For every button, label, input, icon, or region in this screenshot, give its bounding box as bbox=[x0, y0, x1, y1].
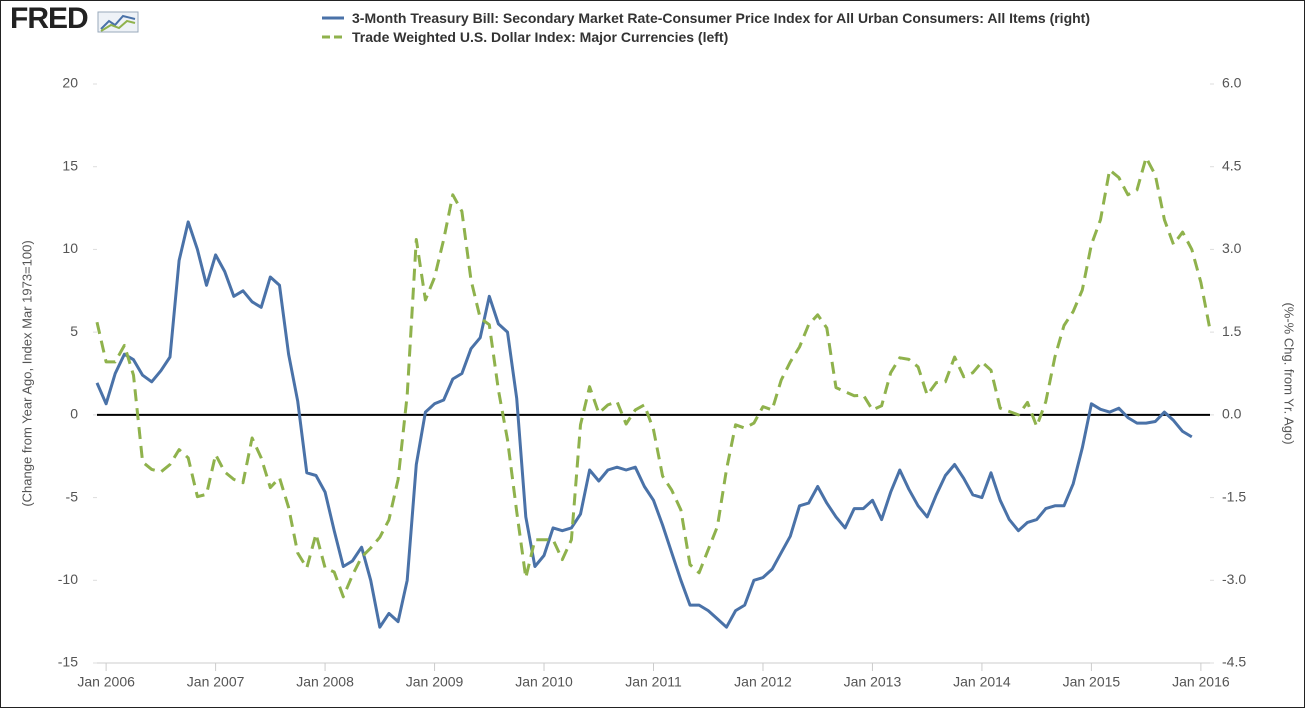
legend-symbol bbox=[322, 35, 344, 39]
x-tick-label: Jan 2016 bbox=[1172, 674, 1230, 690]
y-tick-label: -15 bbox=[58, 654, 78, 670]
legend-item: Trade Weighted U.S. Dollar Index: Major … bbox=[322, 29, 1172, 46]
y-tick-label: 0 bbox=[70, 406, 78, 422]
x-tick-label: Jan 2015 bbox=[1063, 674, 1121, 690]
x-tick-label: Jan 2011 bbox=[625, 674, 682, 690]
legend-symbol bbox=[322, 16, 344, 20]
x-tick-label: Jan 2013 bbox=[844, 674, 902, 690]
y2-tick-label: 3.0 bbox=[1222, 240, 1242, 256]
brand-icon bbox=[97, 11, 139, 33]
y2-tick-label: -1.5 bbox=[1222, 488, 1246, 504]
y2-tick-label: 0.0 bbox=[1222, 406, 1242, 422]
x-tick-label: Jan 2008 bbox=[296, 674, 354, 690]
y2-tick-label: -3.0 bbox=[1222, 571, 1246, 587]
brand-logo: FRED bbox=[10, 2, 89, 35]
legend-label: Trade Weighted U.S. Dollar Index: Major … bbox=[352, 29, 729, 45]
x-tick-label: Jan 2010 bbox=[515, 674, 573, 690]
y-tick-label: 15 bbox=[62, 157, 78, 173]
x-tick-label: Jan 2006 bbox=[77, 674, 135, 690]
y2-tick-label: -4.5 bbox=[1222, 654, 1246, 670]
y-tick-label: 20 bbox=[62, 75, 78, 91]
x-tick-label: Jan 2007 bbox=[187, 674, 245, 690]
legend: 3-Month Treasury Bill: Secondary Market … bbox=[322, 10, 1172, 48]
data-line bbox=[95, 156, 1212, 599]
y-tick-label: -10 bbox=[58, 571, 78, 587]
x-tick-label: Jan 2014 bbox=[953, 674, 1011, 690]
y2-tick-label: 4.5 bbox=[1222, 157, 1242, 173]
y-tick-label: 5 bbox=[70, 323, 78, 339]
x-tick-label: Jan 2009 bbox=[406, 674, 464, 690]
y-axis-label: (Change from Year Ago, Index Mar 1973=10… bbox=[19, 240, 34, 506]
y2-tick-label: 6.0 bbox=[1222, 75, 1242, 91]
x-tick-label: Jan 2012 bbox=[734, 674, 792, 690]
legend-label: 3-Month Treasury Bill: Secondary Market … bbox=[352, 10, 1091, 26]
y-tick-label: -5 bbox=[66, 488, 79, 504]
y2-tick-label: 1.5 bbox=[1222, 323, 1242, 339]
y2-axis-label: (%-% Chg. from Yr. Ago) bbox=[1282, 302, 1297, 444]
y-tick-label: 10 bbox=[62, 240, 78, 256]
legend-item: 3-Month Treasury Bill: Secondary Market … bbox=[322, 10, 1172, 27]
data-line bbox=[95, 220, 1193, 629]
